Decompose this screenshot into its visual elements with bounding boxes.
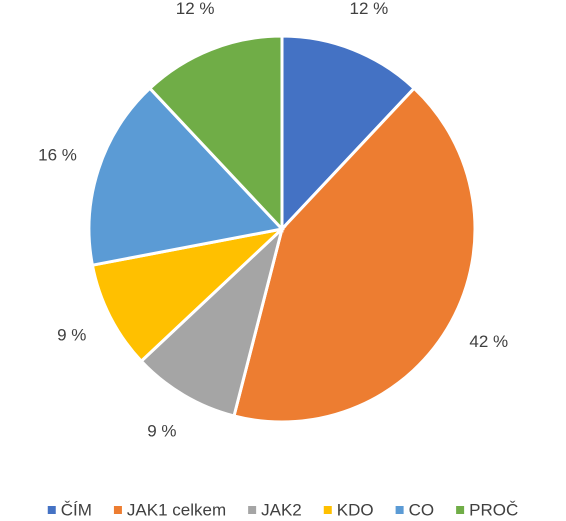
data-label: 12 % xyxy=(350,0,389,18)
legend-label: JAK1 celkem xyxy=(127,500,226,519)
data-label: 9 % xyxy=(147,422,176,441)
pie-slice xyxy=(90,226,287,364)
data-label: 42 % xyxy=(469,332,508,351)
legend-marker xyxy=(323,506,332,514)
pie-slice xyxy=(280,34,417,233)
legend-marker xyxy=(113,506,122,514)
legend-marker xyxy=(456,506,465,514)
legend-marker xyxy=(47,506,56,514)
legend-label: JAK2 xyxy=(261,500,302,519)
data-label: 16 % xyxy=(38,146,77,165)
data-label: 12 % xyxy=(176,0,215,18)
legend: ČÍM JAK1 celkem JAK2 KDO CO PROČ xyxy=(47,500,518,519)
legend-label: CO xyxy=(409,500,435,519)
pie-slice xyxy=(139,224,285,418)
pie-slice xyxy=(87,86,285,267)
data-label: 9 % xyxy=(57,326,86,345)
legend-marker xyxy=(248,506,257,514)
pie-slice xyxy=(147,34,284,233)
legend-label: PROČ xyxy=(469,500,518,519)
pie-slice xyxy=(232,86,477,424)
legend-marker xyxy=(395,506,404,514)
legend-label: ČÍM xyxy=(61,500,92,519)
legend-label: KDO xyxy=(337,500,374,519)
